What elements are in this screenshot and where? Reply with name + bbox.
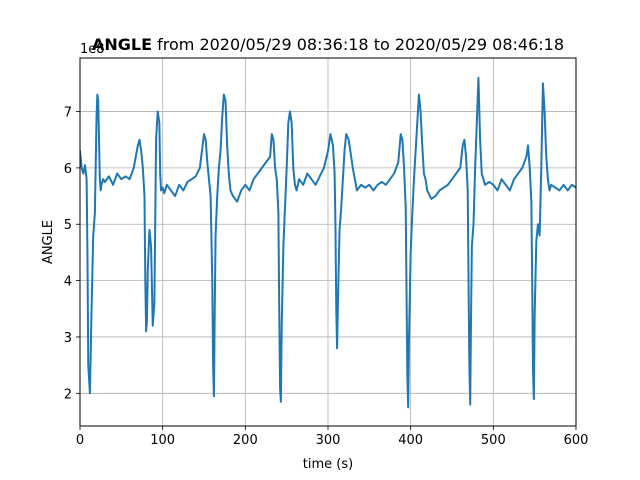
x-tick-label: 200 [233, 433, 258, 448]
x-tick-label: 300 [316, 433, 341, 448]
axis-ticks: 0 100 200 300 400 500 600 2 3 4 5 6 7 [64, 106, 589, 448]
x-tick-label: 100 [150, 433, 175, 448]
y-axis-label: ANGLE [41, 220, 56, 264]
y-tick-label: 5 [64, 218, 72, 233]
y-tick-label: 7 [64, 106, 72, 121]
chart-title-rest: from 2020/05/29 08:36:18 to 2020/05/29 0… [152, 35, 564, 54]
x-tick-label: 500 [481, 433, 506, 448]
x-tick-label: 400 [398, 433, 423, 448]
chart-title-bold: ANGLE [92, 35, 152, 54]
grid [79, 58, 577, 426]
x-tick-label: 600 [564, 433, 589, 448]
series-line [80, 76, 576, 409]
y-tick-label: 6 [64, 162, 72, 177]
y-tick-label: 4 [64, 275, 72, 290]
y-tick-label: 2 [64, 387, 72, 402]
y-offset-text: 1e8 [80, 42, 105, 57]
y-tick-label: 3 [64, 331, 72, 346]
chart-title: ANGLE from 2020/05/29 08:36:18 to 2020/0… [92, 35, 564, 54]
x-tick-label: 0 [76, 433, 84, 448]
x-axis-label: time (s) [303, 457, 353, 472]
